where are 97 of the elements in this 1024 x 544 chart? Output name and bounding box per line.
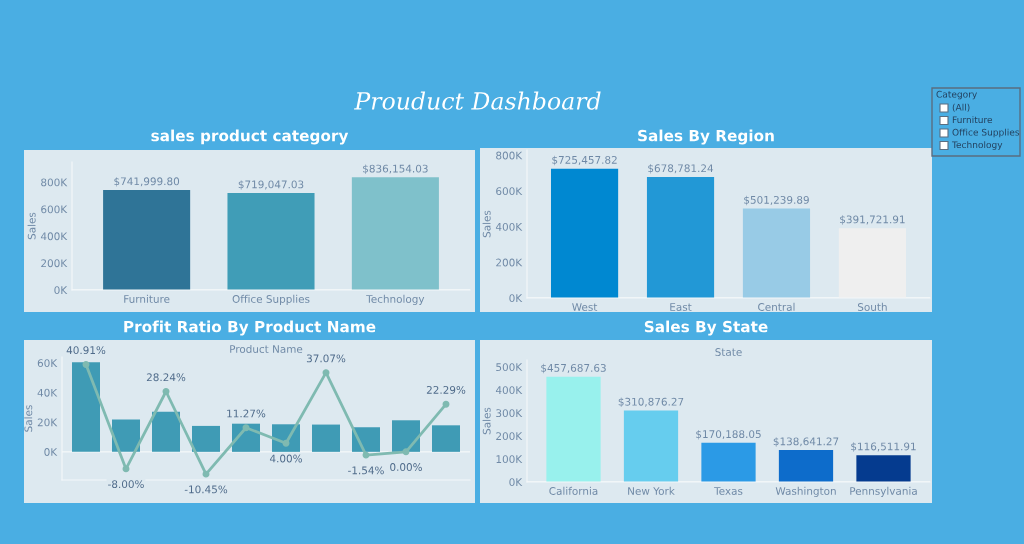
x-tick-label: Furniture xyxy=(124,294,170,303)
bar xyxy=(312,424,340,452)
x-tick-label: Pennsylvania xyxy=(850,486,917,497)
bar xyxy=(152,411,180,452)
x-tick-label: Washington xyxy=(775,486,836,497)
x-tick-label: West xyxy=(572,303,598,311)
bar xyxy=(546,376,601,482)
point xyxy=(362,451,370,459)
data-label: 28.24% xyxy=(146,373,186,382)
point xyxy=(122,465,130,473)
data-label: $836,154.03 xyxy=(363,164,428,174)
legend-title: Category xyxy=(936,90,977,100)
y-tick-label: 800K xyxy=(496,151,523,160)
y-tick-label: 400K xyxy=(495,222,523,231)
data-label: 11.27% xyxy=(227,409,266,418)
bar xyxy=(778,450,834,482)
y-tick-label: 200K xyxy=(41,259,68,268)
text: Prouduct Dashboard xyxy=(354,91,601,110)
y-axis-title: Sales xyxy=(482,210,491,238)
data-label: -1.54% xyxy=(348,466,384,475)
y-axis-title: Sales xyxy=(27,212,36,240)
text: (All) xyxy=(952,103,970,112)
chart-title: sales product category xyxy=(151,129,349,145)
x-tick-label: Texas xyxy=(714,487,743,495)
y-tick-label: 400K xyxy=(40,232,68,241)
y-tick-label: 20K xyxy=(37,418,58,427)
y-tick-label: 600K xyxy=(496,187,523,196)
data-label: $678,781.24 xyxy=(648,164,714,174)
bar xyxy=(192,425,220,452)
y-tick-label: 600K xyxy=(41,205,68,214)
point xyxy=(162,388,170,395)
data-label: $457,687.63 xyxy=(541,363,606,374)
x-tick-label: Central xyxy=(758,302,795,311)
point xyxy=(322,369,330,377)
x-axis-title: State xyxy=(715,348,742,356)
bar xyxy=(742,208,811,298)
y-tick-label: 200K xyxy=(496,258,523,267)
point xyxy=(82,360,90,368)
bar xyxy=(623,410,679,482)
x-tick-label: Technology xyxy=(366,294,425,305)
y-tick-label: 100K xyxy=(496,455,523,464)
text: Furniture xyxy=(952,116,993,124)
y-tick-label: 300K xyxy=(496,409,523,418)
data-label: $310,876.27 xyxy=(618,397,684,408)
y-axis-title: Sales xyxy=(24,405,33,432)
y-axis-title: Sales xyxy=(482,407,491,435)
data-label: $170,188.05 xyxy=(696,429,761,440)
data-label: 0.00% xyxy=(390,463,422,471)
point xyxy=(282,439,290,447)
data-label: -10.45% xyxy=(184,485,228,494)
chart-title: Profit Ratio By Product Name xyxy=(124,320,376,336)
chart-title: Sales By Region xyxy=(638,129,774,145)
bar xyxy=(432,425,460,452)
x-tick-label: South xyxy=(857,302,887,311)
point xyxy=(202,470,210,478)
chart-title: Sales By State xyxy=(644,320,768,336)
y-tick-label: 0K xyxy=(509,478,523,487)
x-tick-label: East xyxy=(670,303,692,311)
bar xyxy=(701,442,756,482)
bar xyxy=(72,362,100,452)
bar xyxy=(856,455,911,482)
x-axis-title: Product Name xyxy=(230,344,303,353)
data-label: $116,511.91 xyxy=(851,442,916,452)
data-label: $391,721.91 xyxy=(840,215,905,225)
y-tick-label: 400K xyxy=(495,386,523,395)
bar xyxy=(550,168,619,298)
data-label: 22.29% xyxy=(426,385,466,394)
point xyxy=(402,448,410,456)
x-tick-label: New York xyxy=(628,486,675,495)
y-tick-label: 0K xyxy=(509,294,523,303)
y-tick-label: 200K xyxy=(496,432,523,441)
data-label: 4.00% xyxy=(269,454,302,463)
data-label: 37.07% xyxy=(306,354,346,363)
text: Technology xyxy=(951,141,1003,150)
y-tick-label: 60K xyxy=(37,359,58,368)
bar xyxy=(103,190,191,290)
bar xyxy=(227,193,315,290)
y-tick-label: 40K xyxy=(37,388,58,397)
data-label: $719,047.03 xyxy=(238,180,304,190)
bar xyxy=(392,420,420,452)
bar xyxy=(351,177,439,290)
y-tick-label: 500K xyxy=(496,363,523,372)
y-tick-label: 0K xyxy=(44,448,58,456)
y-tick-label: 0K xyxy=(54,286,68,295)
data-label: $138,641.27 xyxy=(773,437,839,447)
data-label: 40.91% xyxy=(66,346,106,355)
x-tick-label: California xyxy=(549,486,598,495)
data-label: $741,999.80 xyxy=(114,177,180,187)
data-label: -8.00% xyxy=(108,480,144,489)
text: Office Supplies xyxy=(952,128,1020,138)
data-label: $501,239.89 xyxy=(744,195,809,206)
point xyxy=(242,424,250,432)
data-label: $725,457.82 xyxy=(552,155,617,166)
x-tick-label: Office Supplies xyxy=(232,294,310,305)
y-tick-label: 800K xyxy=(41,178,68,187)
point xyxy=(442,400,450,408)
bar xyxy=(646,176,715,298)
